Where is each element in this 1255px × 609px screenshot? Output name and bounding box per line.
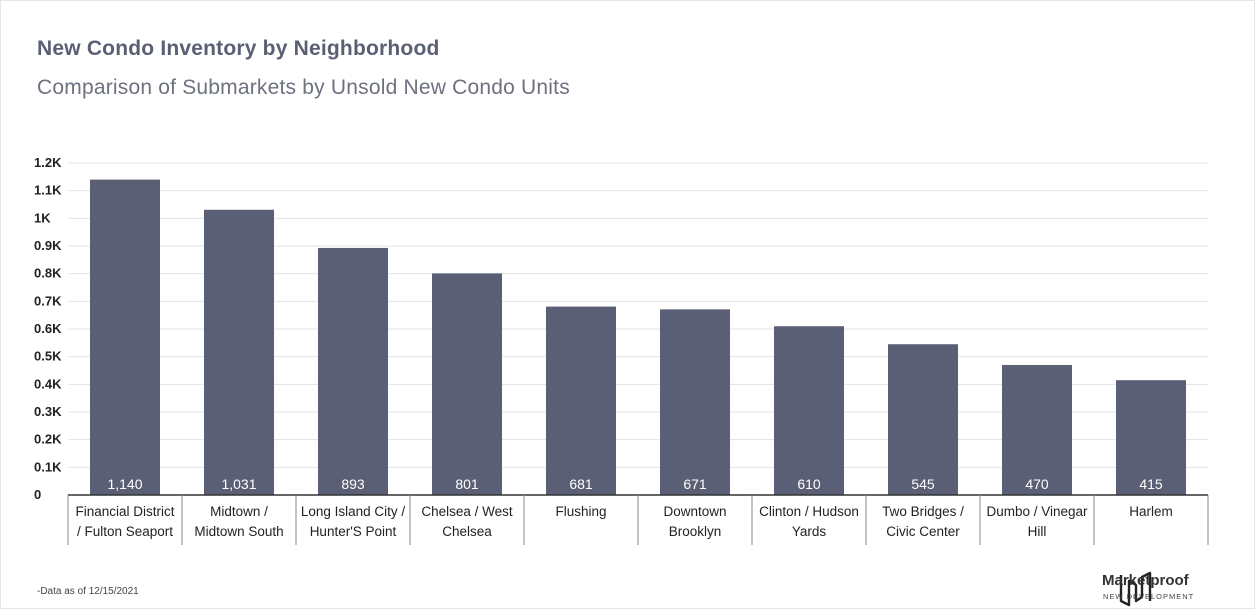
- bar: [546, 306, 616, 495]
- bar-data-label: 1,031: [221, 476, 256, 492]
- bar: [204, 209, 274, 496]
- chart-subtitle: Comparison of Submarkets by Unsold New C…: [37, 76, 570, 99]
- x-tick-label: Hunter'S Point: [310, 524, 397, 539]
- y-tick-label: 0.8K: [34, 266, 62, 281]
- brand-tagline: NEW DEVELOPMENT: [1103, 592, 1195, 601]
- y-tick-label: 1.1K: [34, 183, 62, 198]
- bar: [1002, 364, 1072, 495]
- y-tick-label: 0.7K: [34, 293, 62, 308]
- y-tick-label: 0.3K: [34, 404, 62, 419]
- x-tick-label: Yards: [792, 524, 827, 539]
- x-tick-label: Civic Center: [886, 524, 960, 539]
- y-tick-label: 1K: [34, 210, 51, 225]
- x-tick-label: Midtown /: [210, 504, 268, 519]
- bar-data-label: 893: [341, 476, 365, 492]
- bar: [318, 247, 388, 495]
- x-tick-label: Flushing: [555, 504, 606, 519]
- x-tick-label: Two Bridges /: [882, 504, 964, 519]
- y-tick-label: 0.6K: [34, 321, 62, 336]
- bar: [432, 273, 502, 495]
- x-tick-label: Chelsea: [442, 524, 492, 539]
- bar-chart: 0 0.1K 0.2K 0.3K 0.4K 0.5K 0.6K 0.7K 0.8K 0.9K 1K 1…: [34, 155, 1209, 545]
- bar-data-label: 801: [455, 476, 479, 492]
- data-date-footnote: -Data as of 12/15/2021: [37, 586, 139, 597]
- bar-data-label: 545: [911, 476, 935, 492]
- marketproof-logo-icon: [1119, 571, 1152, 607]
- x-tick-label: Chelsea / West: [421, 504, 513, 519]
- x-tick-label: Clinton / Hudson: [759, 504, 859, 519]
- y-tick-label: 0.9K: [34, 238, 62, 253]
- x-tick-label: Hill: [1028, 524, 1047, 539]
- bar: [1116, 380, 1186, 495]
- bar-data-label: 415: [1139, 476, 1163, 492]
- bar-data-label: 671: [683, 476, 707, 492]
- bar: [90, 179, 160, 495]
- y-tick-label: 0.5K: [34, 349, 62, 364]
- bar-data-label: 470: [1025, 476, 1049, 492]
- bar-data-label: 610: [797, 476, 821, 492]
- x-tick-label: Long Island City /: [301, 504, 406, 519]
- chart-title: New Condo Inventory by Neighborhood: [37, 37, 440, 60]
- y-tick-label: 0.4K: [34, 376, 62, 391]
- x-tick-label: Downtown: [663, 504, 726, 519]
- y-tick-label: 0.1K: [34, 459, 62, 474]
- x-tick-label: Brooklyn: [669, 524, 722, 539]
- x-tick-label: Midtown South: [194, 524, 283, 539]
- bar-data-label: 681: [569, 476, 593, 492]
- bar: [888, 344, 958, 495]
- y-tick-label: 0.2K: [34, 432, 62, 447]
- y-tick-label: 0: [34, 487, 41, 502]
- bar: [774, 326, 844, 495]
- x-tick-label: Dumbo / Vinegar: [986, 504, 1088, 519]
- bar-data-label: 1,140: [107, 476, 142, 492]
- x-tick-label: Financial District: [75, 504, 174, 519]
- x-tick-label: / Fulton Seaport: [77, 524, 173, 539]
- brand-name: Marketproof: [1102, 572, 1189, 589]
- x-tick-label: Harlem: [1129, 504, 1173, 519]
- y-tick-label: 1.2K: [34, 155, 62, 170]
- bar: [660, 309, 730, 495]
